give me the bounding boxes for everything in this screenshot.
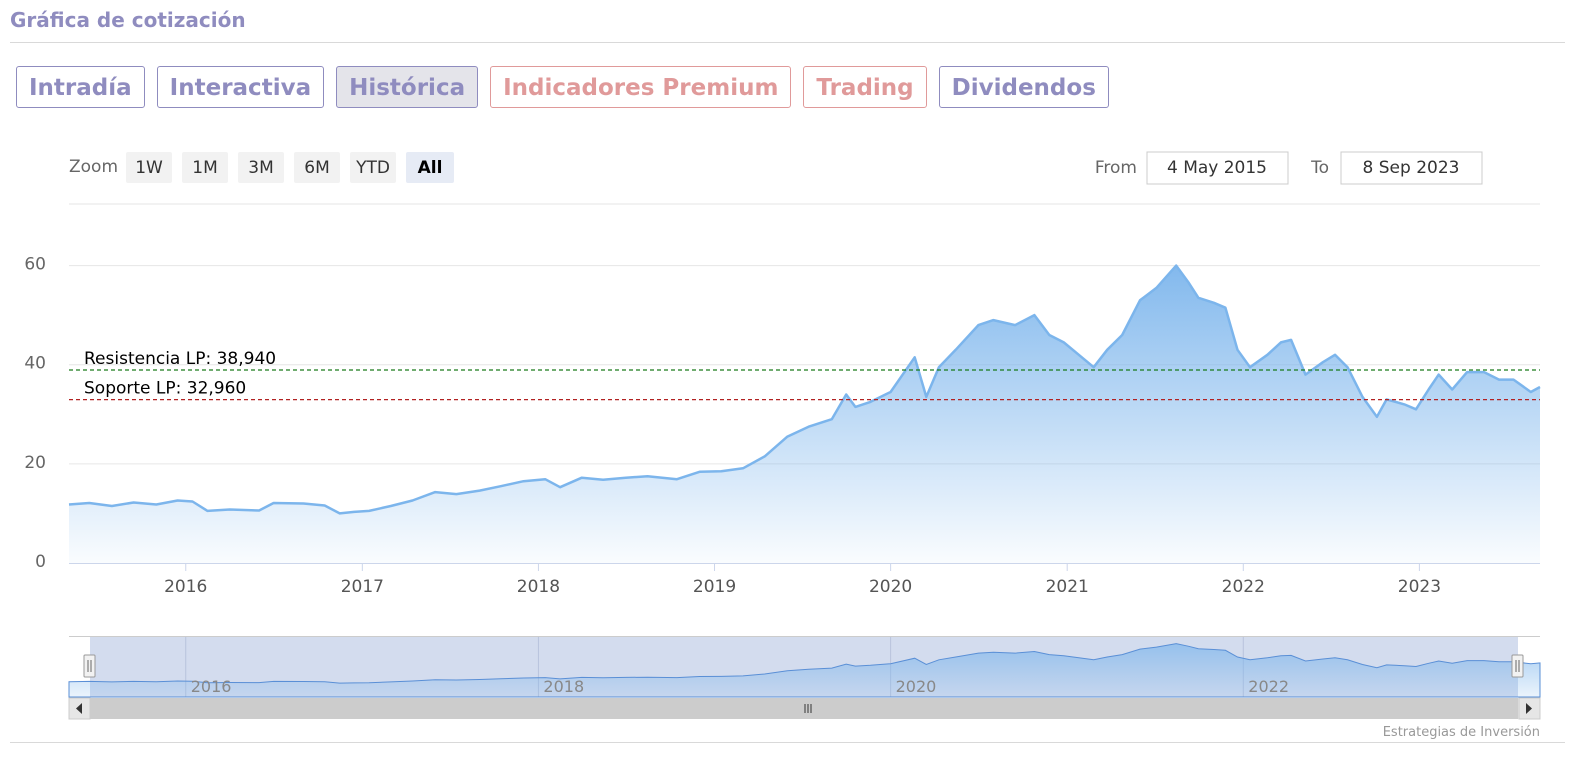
from-date-input[interactable]: 4 May 2015: [1146, 151, 1289, 185]
navigator-handle-left[interactable]: [83, 654, 96, 678]
tab-interactiva[interactable]: Interactiva: [156, 66, 325, 108]
bottom-divider: [10, 742, 1565, 743]
from-label: From: [1095, 158, 1137, 178]
x-axis-labels: 2016 2017 2018 2019 2020 2021 2022 2023: [164, 563, 1441, 597]
y-tick-label: 20: [24, 453, 46, 473]
navigator-tick-label: 2016: [191, 677, 232, 696]
range-selector: Zoom 1W 1M 3M 6M YTD All From 4 May 201: [69, 151, 1483, 185]
navigator-handle-right[interactable]: [1511, 654, 1524, 678]
y-axis-labels: 0 20 40 60: [24, 255, 46, 572]
zoom-button-6m-label: 6M: [304, 158, 329, 178]
price-area: [69, 265, 1540, 563]
zoom-button-ytd-label: YTD: [355, 158, 390, 178]
page-title: Gráfica de cotización: [10, 8, 246, 32]
x-tick-label: 2023: [1398, 577, 1441, 597]
zoom-button-6m[interactable]: 6M: [294, 152, 340, 183]
to-date-input[interactable]: 8 Sep 2023: [1340, 151, 1483, 185]
x-tick-label: 2019: [693, 577, 736, 597]
tab-intradia[interactable]: Intradía: [16, 66, 145, 108]
zoom-button-3m-label: 3M: [248, 158, 273, 178]
navigator-tick-label: 2020: [896, 677, 937, 696]
x-tick-label: 2020: [869, 577, 912, 597]
x-tick-label: 2017: [341, 577, 384, 597]
y-tick-label: 0: [35, 552, 46, 572]
x-tick-label: 2022: [1222, 577, 1265, 597]
navigator-tick-label: 2022: [1248, 677, 1289, 696]
navigator-area: [68, 643, 1541, 698]
zoom-button-1w[interactable]: 1W: [126, 152, 172, 183]
arrow-right-icon: [1526, 703, 1532, 714]
scrollbar[interactable]: [68, 697, 1541, 720]
scroll-right-button[interactable]: [1518, 697, 1541, 720]
to-label: To: [1310, 158, 1329, 178]
zoom-button-1w-label: 1W: [135, 158, 163, 178]
zoom-button-all[interactable]: All: [406, 152, 454, 183]
tab-trading[interactable]: Trading: [803, 66, 927, 108]
navigator[interactable]: 2016 2018 2020 2022: [68, 636, 1541, 698]
level-label: Soporte LP: 32,960: [84, 379, 246, 399]
tab-dividendos[interactable]: Dividendos: [938, 66, 1109, 108]
tab-indicadores-premium[interactable]: Indicadores Premium: [490, 66, 792, 108]
zoom-button-3m[interactable]: 3M: [238, 152, 284, 183]
title-divider: [10, 42, 1565, 43]
chart-tabs: Intradía Interactiva Histórica Indicador…: [16, 66, 1109, 108]
scroll-left-button[interactable]: [68, 697, 91, 720]
arrow-left-icon: [76, 703, 82, 714]
level-lines: Resistencia LP: 38,940 Soporte LP: 32,960: [69, 349, 1540, 401]
x-tick-label: 2021: [1046, 577, 1089, 597]
price-line: [68, 264, 1541, 515]
scrollbar-thumb[interactable]: [90, 698, 1518, 719]
zoom-button-ytd[interactable]: YTD: [350, 152, 396, 183]
zoom-button-all-label: All: [418, 158, 443, 178]
y-tick-label: 40: [24, 354, 46, 374]
from-date-value: 4 May 2015: [1167, 158, 1267, 178]
zoom-button-1m[interactable]: 1M: [182, 152, 228, 183]
y-tick-label: 60: [24, 255, 46, 275]
level-label: Resistencia LP: 38,940: [84, 349, 276, 369]
tab-historica[interactable]: Histórica: [336, 66, 479, 108]
navigator-tick-label: 2018: [543, 677, 584, 696]
x-tick-label: 2018: [517, 577, 560, 597]
x-tick-label: 2016: [164, 577, 207, 597]
to-date-value: 8 Sep 2023: [1363, 158, 1460, 178]
zoom-label: Zoom: [69, 157, 118, 177]
zoom-button-1m-label: 1M: [192, 158, 217, 178]
credits-link[interactable]: Estrategias de Inversión: [1383, 725, 1540, 740]
